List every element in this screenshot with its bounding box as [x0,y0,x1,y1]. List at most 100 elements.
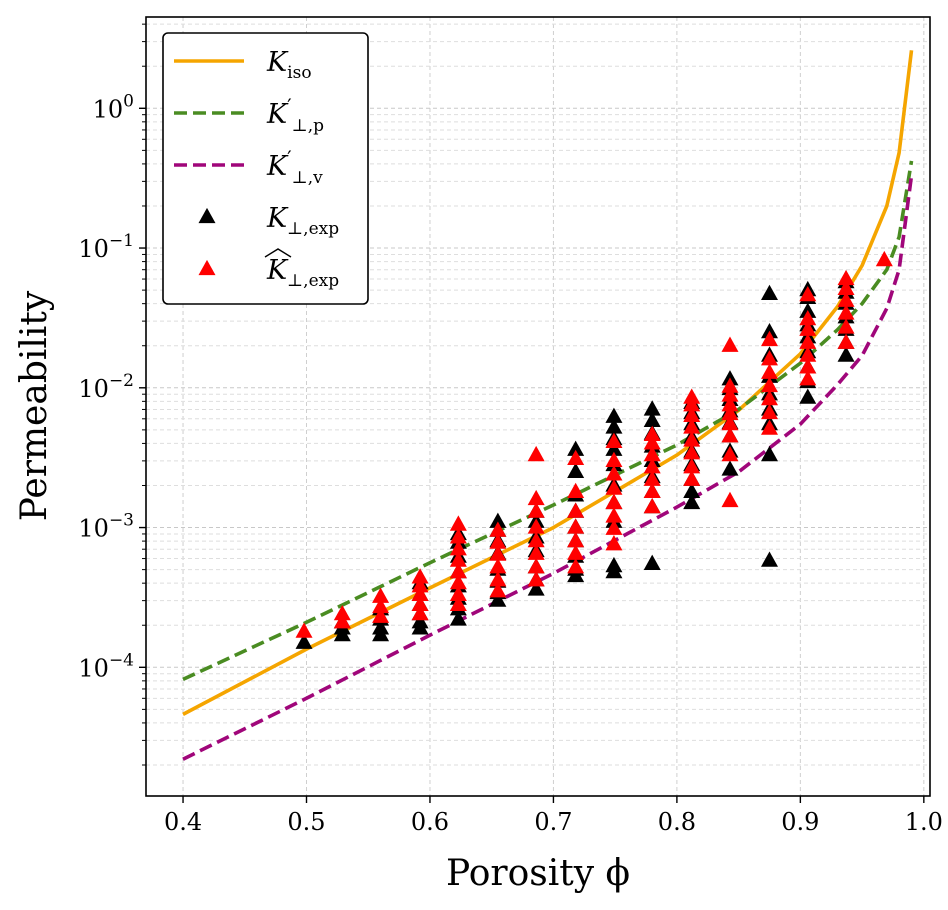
exp-black-triangle [799,388,817,404]
exp-red-triangle [837,333,855,349]
legend-label: K′⊥,p [266,94,324,136]
exp-red-triangle [721,491,739,508]
exp-red-triangle [449,528,467,544]
exp-red-triangle [605,479,623,495]
exp-red-triangle [527,558,545,574]
exp-black-triangle [760,284,778,300]
exp-red-triangle [527,489,545,506]
exp-red-triangle [295,622,313,638]
plot-area-frame [145,16,931,797]
exp-red-triangle [683,431,701,447]
legend-entry-1: Kiso [174,47,312,83]
exp-black-triangle [605,418,623,434]
exp-red-triangle [489,558,507,574]
exp-black-triangle [643,554,661,570]
exp-red-triangle [411,577,429,593]
exp-red-triangle [875,250,893,267]
exp-black-triangle [372,619,390,635]
legend: Kiso K′⊥,p K′⊥,v K⊥,exp K⊥,exp [162,32,369,305]
legend-hat-mark [264,248,292,258]
exp-red-triangle [760,330,778,347]
exp-red-triangle [683,470,701,486]
exp-red-triangle [449,540,467,556]
exp-red-triangle [449,551,467,567]
exp-black-triangle [760,551,778,567]
exp-red-triangle [760,419,778,435]
exp-red-triangle [372,597,390,614]
exp-red-triangle [567,482,585,498]
x-tick-label: 0.4 [164,808,202,836]
exp-red-triangle [683,444,701,460]
exp-black-triangle [295,633,313,649]
exp-black-triangle [605,556,623,573]
exp-black-triangle [837,346,855,362]
exp-red-triangle [760,403,778,420]
exp-red-triangle [567,544,585,560]
exp-black-triangle [721,460,739,476]
exp-red-triangle [411,604,429,621]
exp-red-triangle [411,585,429,601]
x-axis-title-text: Porosity ϕ [446,853,630,894]
experimental-points [295,250,893,649]
exp-red-triangle [411,568,429,584]
x-tick-label: 0.5 [287,808,325,836]
exp-red-triangle [760,376,778,393]
y-axis-title-text: Permeability [14,290,55,521]
x-axis-title: Porosity ϕ [446,853,630,894]
exp-red-triangle [489,521,507,537]
exp-red-triangle [449,595,467,611]
exp-red-triangle [449,515,467,531]
exp-red-triangle [721,414,739,431]
exp-red-triangle [643,497,661,514]
exp-red-triangle [837,279,855,296]
exp-black-triangle [567,440,585,456]
exp-black-triangle [411,613,429,629]
exp-red-triangle [721,377,739,393]
exp-red-triangle [567,502,585,518]
exp-black-triangle [683,493,701,510]
exp-black-triangle [683,482,701,498]
exp-red-triangle [799,309,817,326]
exp-red-triangle [567,449,585,466]
exp-red-triangle [643,470,661,486]
x-tick-label: 0.6 [411,808,449,836]
exp-red-triangle [527,544,545,560]
exp-black-triangle [605,407,623,423]
exp-red-triangle [567,531,585,548]
exp-black-triangle [449,610,467,626]
exp-red-triangle [721,336,739,352]
exp-red-triangle [449,585,467,601]
exp-red-triangle [837,291,855,307]
exp-red-triangle [372,587,390,603]
exp-red-triangle [799,333,817,349]
exp-red-triangle [799,285,817,302]
exp-red-triangle [683,388,701,404]
exp-red-triangle [333,613,351,629]
x-tick-label: 0.8 [658,808,696,836]
y-tick-label: 10−4 [78,650,134,682]
legend-entry-3: K′⊥,v [174,146,323,188]
exp-black-triangle [643,400,661,416]
y-tick-label: 10−1 [78,231,134,263]
exp-black-triangle [605,440,623,456]
legend-entry-2: K′⊥,p [174,94,324,136]
legend-label: K⊥,exp [266,203,339,239]
exp-red-triangle [527,518,545,534]
exp-red-triangle [683,418,701,434]
exp-red-triangle [372,607,390,623]
exp-red-triangle [411,595,429,611]
exp-red-triangle [605,432,623,449]
exp-red-triangle [799,346,817,362]
exp-red-triangle [760,389,778,406]
exp-red-triangle [527,445,545,462]
exp-red-triangle [721,396,739,412]
exp-red-triangle [643,445,661,462]
exp-red-triangle [527,502,545,518]
exp-red-triangle [527,571,545,587]
legend-triangle-marker [198,259,216,276]
y-tick-label: 10−3 [78,511,134,543]
exp-red-triangle [799,370,817,386]
exp-red-triangle [643,458,661,474]
